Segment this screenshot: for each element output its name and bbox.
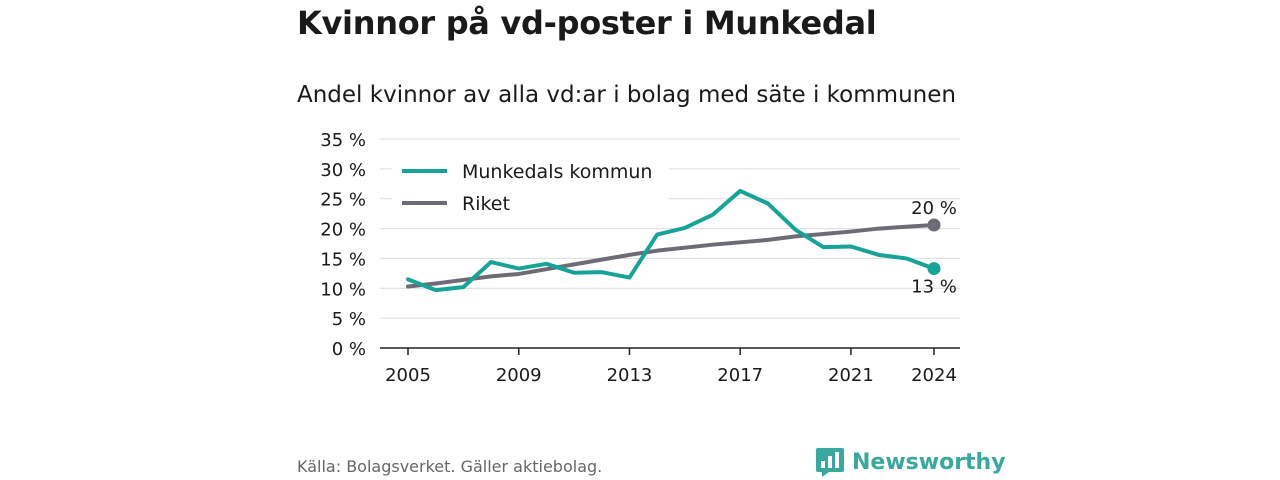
series-layer bbox=[406, 188, 941, 293]
y-tick-label: 20 % bbox=[320, 220, 366, 241]
y-tick-label: 5 % bbox=[332, 309, 366, 330]
y-tick-label: 25 % bbox=[320, 190, 366, 211]
x-tick-label: 2013 bbox=[607, 365, 653, 386]
axis-layer: 0 % 5 % 10 % 15 % 20 % 25 % 30 % 35 % 2005 2009 20… bbox=[320, 130, 960, 386]
source-note: Källa: Bolagsverket. Gäller aktiebolag. bbox=[297, 457, 603, 476]
series-line bbox=[406, 188, 936, 293]
y-tick-label: 35 % bbox=[320, 130, 366, 151]
chart-title: Kvinnor på vd-poster i Munkedal bbox=[297, 4, 877, 42]
legend-label: Riket bbox=[462, 193, 510, 215]
newsworthy-logo-icon bbox=[816, 448, 844, 477]
end-labels: 20 % 13 % bbox=[911, 198, 957, 298]
legend: Munkedals kommun Riket bbox=[392, 155, 669, 221]
brand-name: Newsworthy bbox=[852, 449, 1006, 475]
y-tick-label: 15 % bbox=[320, 249, 366, 270]
brand-logo: Newsworthy bbox=[815, 446, 1006, 478]
y-tick-label: 10 % bbox=[320, 279, 366, 300]
y-tick-label: 30 % bbox=[320, 160, 366, 181]
x-tick-label: 2005 bbox=[385, 365, 431, 386]
x-tick-label: 2017 bbox=[717, 365, 763, 386]
legend-background bbox=[392, 155, 669, 221]
series-line bbox=[406, 222, 936, 289]
chart-subtitle: Andel kvinnor av alla vd:ar i bolag med … bbox=[297, 82, 956, 108]
x-tick-label: 2024 bbox=[911, 365, 957, 386]
x-tick-label: 2009 bbox=[496, 365, 542, 386]
series-end-point bbox=[927, 262, 941, 276]
end-label-riket: 20 % bbox=[911, 198, 957, 219]
y-tick-label: 0 % bbox=[332, 339, 366, 360]
x-tick-label: 2021 bbox=[828, 365, 874, 386]
end-label-munkedal: 13 % bbox=[911, 277, 957, 298]
series-end-point bbox=[927, 218, 941, 232]
legend-label: Munkedals kommun bbox=[462, 161, 652, 183]
